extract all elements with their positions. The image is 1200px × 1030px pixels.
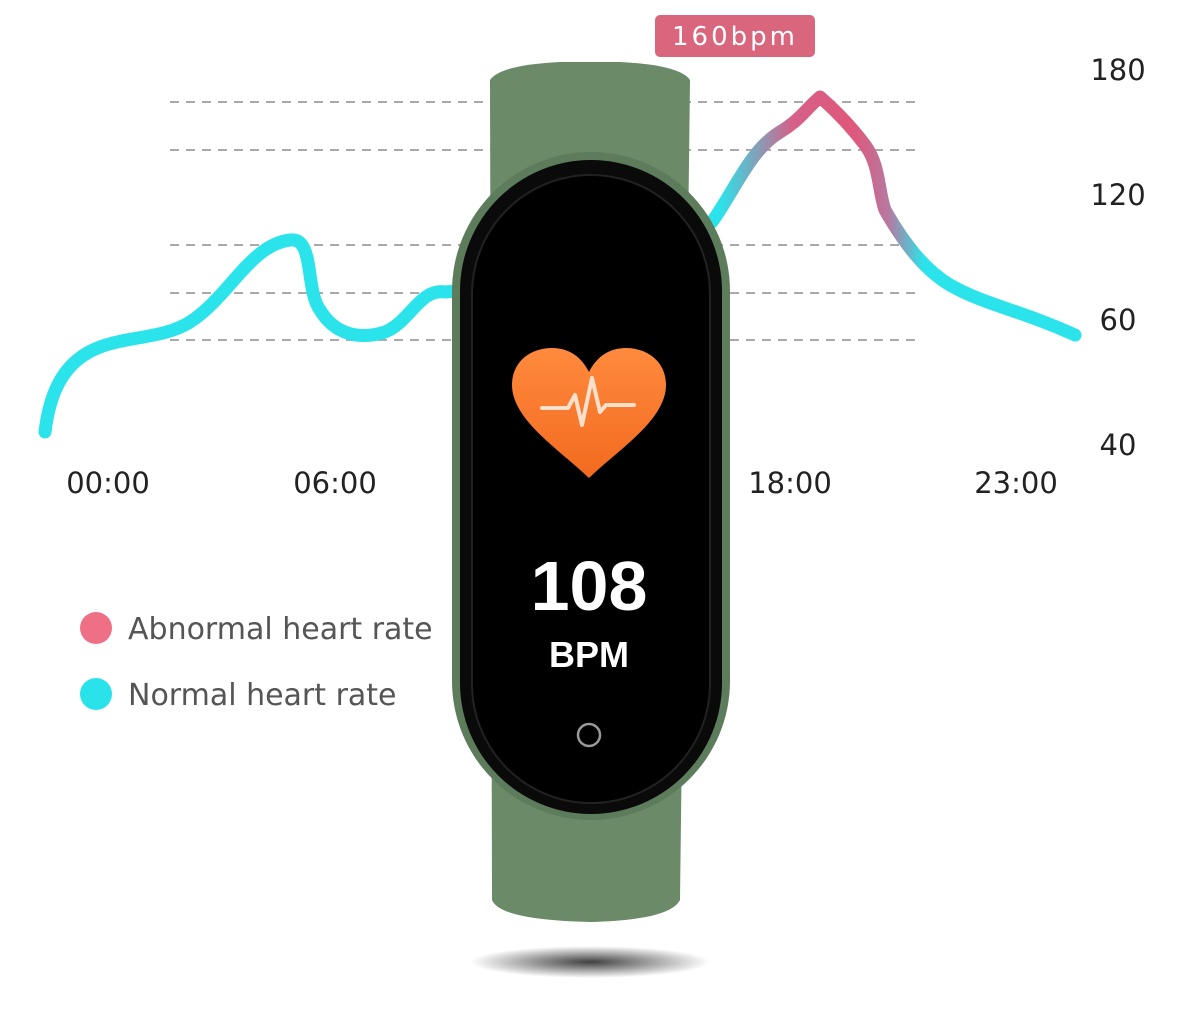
button	[576, 722, 602, 748]
shadow	[470, 946, 710, 978]
x-label: 23:00	[974, 466, 1058, 500]
legend-label: Normal heart rate	[128, 678, 397, 713]
legend-swatch	[80, 612, 112, 644]
y-label: 120	[1090, 178, 1145, 212]
bpm-value: 108	[531, 547, 648, 625]
x-label: 18:00	[748, 466, 832, 500]
legend-label: Abnormal heart rate	[128, 612, 433, 647]
y-label: 40	[1100, 428, 1137, 462]
pulse-line	[540, 376, 636, 427]
bpm-unit: BPM	[549, 634, 629, 675]
heart-rate-curve	[38, 90, 1082, 439]
x-label: 00:00	[66, 466, 150, 500]
screen	[471, 174, 711, 804]
heart-icon	[512, 348, 666, 478]
x-label: 06:00	[293, 466, 377, 500]
legend-swatch	[80, 678, 112, 710]
y-label: 180	[1090, 53, 1145, 87]
peak-badge	[655, 15, 815, 57]
peak-label: 160bpm	[672, 22, 798, 52]
y-label: 60	[1100, 303, 1137, 337]
